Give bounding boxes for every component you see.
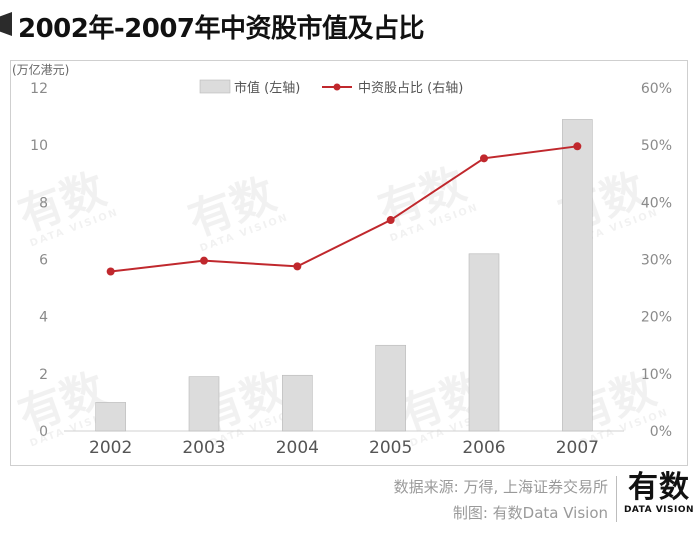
chart-svg: (万亿港元) 0 2 4 6 8 10 12 0% 10% 20% 30% 40% 50% 60% 2002 2… xyxy=(12,62,672,458)
legend-line-label: 中资股占比 (右轴) xyxy=(358,81,463,96)
footer: 数据来源: 万得, 上海证券交易所 制图: 有数Data Vision xyxy=(394,474,608,526)
legend-bar-swatch xyxy=(199,79,231,94)
brand-logo-sub: DATA VISION xyxy=(623,505,695,515)
title-marker xyxy=(0,12,12,36)
share-point-2005 xyxy=(386,216,395,225)
right-axis-tick: 40% xyxy=(641,195,672,211)
legend-line-marker xyxy=(333,83,341,91)
share-point-2004 xyxy=(293,262,302,271)
left-axis-tick: 10 xyxy=(30,138,48,154)
share-point-2006 xyxy=(480,154,488,163)
bar-2006 xyxy=(468,253,500,432)
brand-logo: 有数 DATA VISION xyxy=(622,472,696,516)
legend-bar-label: 市值 (左轴) xyxy=(234,80,300,96)
right-axis-tick: 0% xyxy=(650,424,672,440)
x-axis-label: 2005 xyxy=(369,438,412,458)
left-axis-unit: (万亿港元) xyxy=(12,62,69,77)
bar-2003 xyxy=(188,376,220,432)
bar-2002 xyxy=(95,402,126,432)
right-axis-tick: 20% xyxy=(641,310,672,326)
right-axis-tick: 60% xyxy=(641,81,672,97)
share-point-2002 xyxy=(106,267,115,276)
share-point-2003 xyxy=(200,256,208,265)
brand-logo-main: 有数 xyxy=(628,470,690,505)
left-axis-tick: 12 xyxy=(30,81,48,97)
bar-2007 xyxy=(562,119,593,432)
left-axis-tick: 2 xyxy=(39,367,48,383)
x-axis-label: 2004 xyxy=(276,438,319,458)
x-axis-label: 2006 xyxy=(462,438,505,458)
chart-title: 2002年-2007年中资股市值及占比 xyxy=(18,14,425,44)
x-axis-label: 2003 xyxy=(182,438,225,458)
bar-2005 xyxy=(375,344,406,432)
x-axis-label: 2002 xyxy=(89,438,132,458)
left-axis-tick: 4 xyxy=(39,310,48,326)
left-axis-tick: 0 xyxy=(39,424,48,440)
x-axis-label: 2007 xyxy=(556,438,599,458)
credit-text: 制图: 有数Data Vision xyxy=(452,504,608,522)
right-axis-tick: 50% xyxy=(641,138,672,154)
source-text: 数据来源: 万得, 上海证券交易所 xyxy=(393,478,608,496)
title-bar: 2002年-2007年中资股市值及占比 xyxy=(0,4,700,44)
brand-divider xyxy=(616,476,617,522)
share-line xyxy=(110,145,578,273)
left-axis-tick: 8 xyxy=(39,195,48,211)
bar-2004 xyxy=(282,374,313,432)
share-point-2007 xyxy=(573,142,582,151)
right-axis-tick: 10% xyxy=(641,367,672,383)
left-axis-tick: 6 xyxy=(39,253,48,269)
right-axis-tick: 30% xyxy=(641,253,672,269)
